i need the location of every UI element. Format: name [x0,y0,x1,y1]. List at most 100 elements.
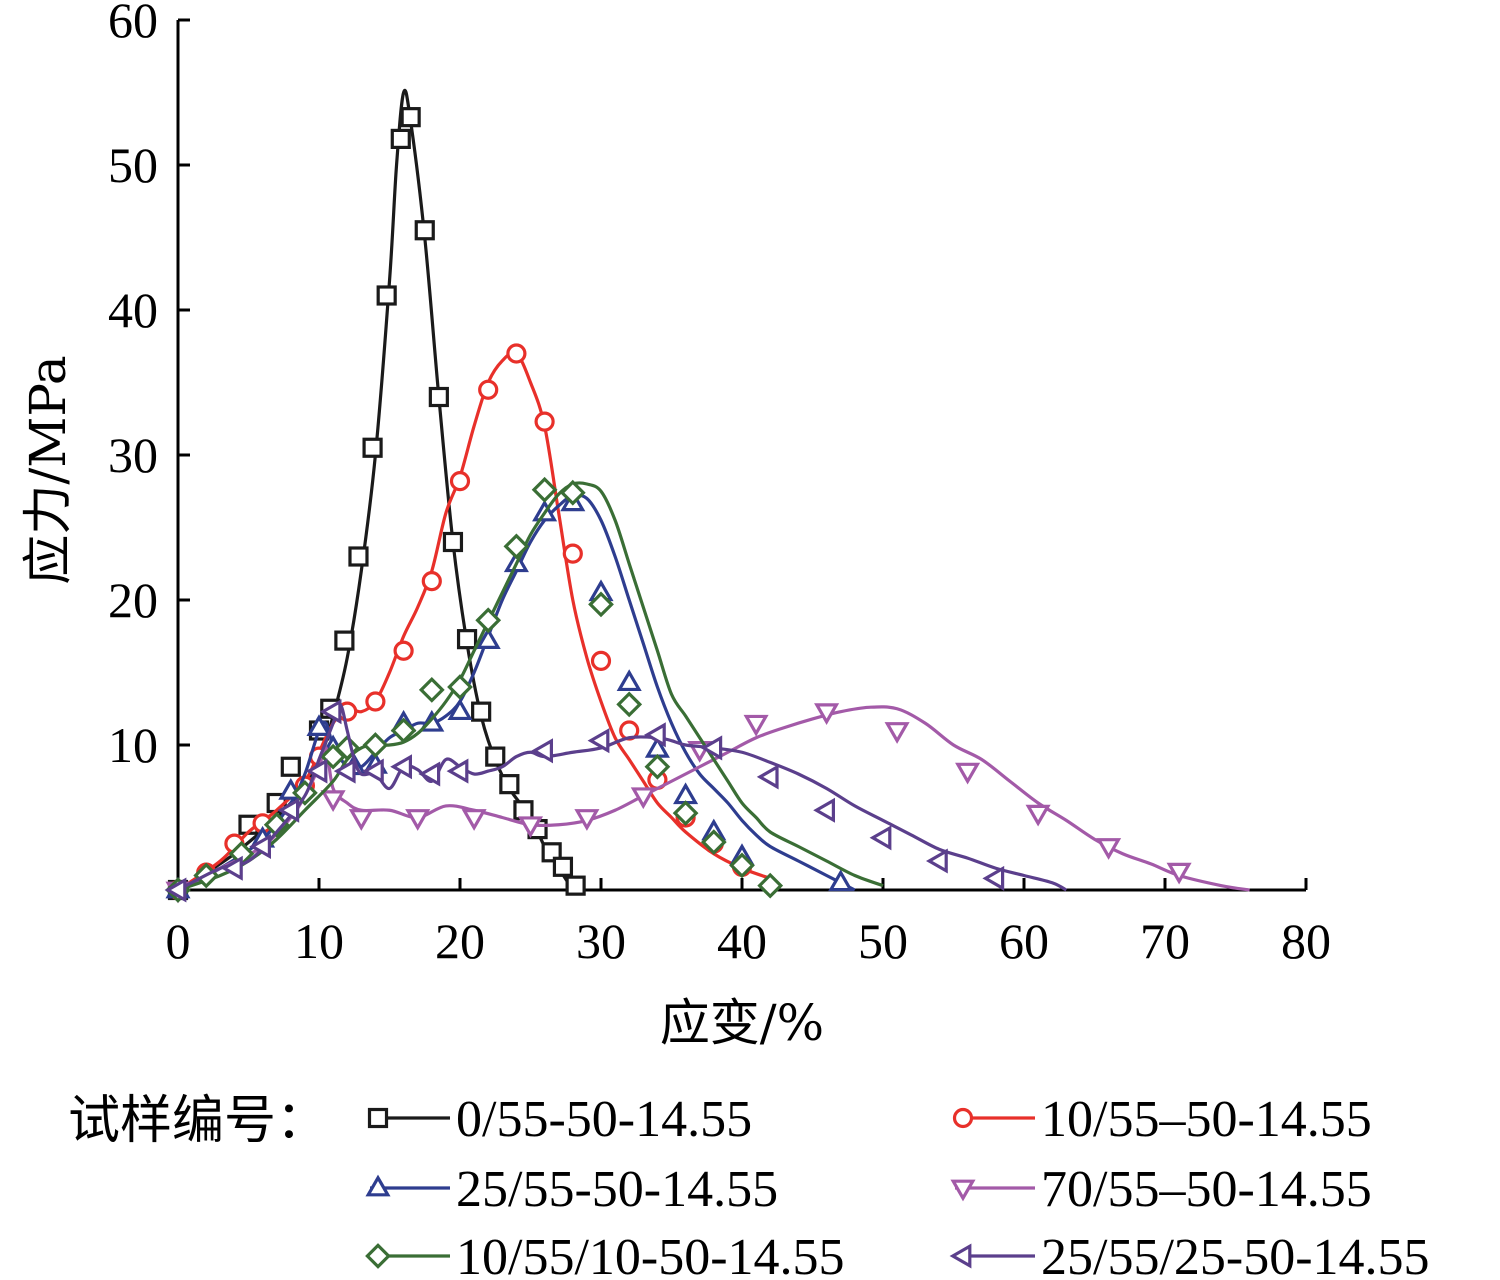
data-point [334,630,355,651]
data-point [249,833,271,860]
data-point [700,829,727,856]
legend-item: 10/55–50-14.55 [952,1091,1372,1148]
legend-marker [365,1243,391,1269]
data-point [418,761,441,787]
data-point [630,787,656,810]
data-point [925,848,948,874]
data-point [531,738,554,764]
x-tick-label: 50 [858,913,908,969]
data-point [421,571,442,592]
legend-label: 25/55-50-14.55 [456,1161,778,1218]
data-point [565,875,586,896]
data-point [884,722,910,744]
y-tick-label: 30 [108,427,158,483]
legend-marker [365,1174,391,1197]
x-tick-label: 20 [435,913,485,969]
data-point [449,471,471,492]
legend-label: 70/55–50-14.55 [1041,1161,1372,1218]
series-layer [164,88,1250,904]
data-point [263,811,290,838]
data-point [485,746,506,767]
data-point [390,128,411,149]
data-point [393,640,414,661]
data-point [447,698,473,721]
y-tick-label: 40 [108,282,158,338]
legend-item: 10/55/10-50-14.55 [365,1229,845,1280]
data-point [531,476,558,503]
legend-label: 10/55/10-50-14.55 [456,1229,845,1280]
x-tick-label: 30 [576,913,626,969]
data-point [534,411,555,432]
data-point [955,762,981,785]
data-point [400,107,421,128]
series-6 [164,699,1068,903]
data-point [756,764,779,790]
legend: 试样编号： 0/55-50-14.55 10/55–50-14.55 25/55-5… [68,1091,1430,1280]
data-point [1166,862,1192,885]
data-point [813,797,836,823]
data-point [757,872,784,899]
data-point [574,809,600,831]
data-point [552,856,574,877]
data-point [700,735,723,761]
data-point [277,797,300,823]
data-point [446,758,469,784]
data-point [1025,804,1051,827]
x-tick-label: 0 [166,913,191,969]
data-point [478,379,499,400]
data-point [616,691,643,718]
data-point [588,591,614,618]
y-tick-label: 60 [108,0,158,48]
data-point [376,285,397,306]
data-point [587,728,610,754]
data-point [869,825,892,851]
data-point [414,220,435,241]
y-tick-label: 50 [108,137,158,193]
data-point [320,790,346,813]
x-tick-label: 40 [717,913,767,969]
data-point [590,650,612,672]
data-point [616,669,642,692]
data-point [362,437,383,458]
legend-marker [950,1179,976,1202]
data-point [503,533,530,560]
data-point [743,714,769,737]
legend-marker [367,1107,389,1129]
series-5 [165,476,884,903]
data-point [828,869,854,892]
legend-item: 70/55–50-14.55 [950,1161,1372,1218]
legend-label: 25/55/25-50-14.55 [1041,1229,1430,1280]
y-tick-label: 10 [108,717,158,773]
data-point [475,627,501,650]
x-tick-label: 60 [999,913,1049,969]
data-point [365,691,386,712]
tick-labels: 0 10 20 30 40 50 60 70 80 10 20 30 40 50 60 [108,0,1331,969]
x-tick-label: 80 [1281,913,1331,969]
x-tick-label: 70 [1140,913,1190,969]
x-tick-label: 10 [294,913,344,969]
data-point [442,531,464,553]
legend-marker [952,1107,974,1129]
data-point [361,758,384,784]
data-point [306,714,332,737]
legend-item: 25/55/25-50-14.55 [949,1229,1430,1280]
data-point [333,758,356,784]
data-point [319,699,342,725]
data-point [673,782,699,805]
legend-item: 0/55-50-14.55 [367,1091,752,1148]
legend-label: 0/55-50-14.55 [456,1091,752,1148]
data-point [644,753,671,780]
data-point [1096,838,1122,860]
data-point [506,343,527,364]
data-point [390,717,417,744]
data-point [982,865,1005,891]
data-point [513,800,534,821]
legend-title: 试样编号： [68,1091,328,1151]
data-point [405,809,431,831]
data-point [559,479,586,506]
legend-label: 10/55–50-14.55 [1041,1091,1372,1148]
y-axis-title: 应力/MPa [19,355,77,584]
ticks [178,18,1308,890]
data-point [499,774,520,795]
